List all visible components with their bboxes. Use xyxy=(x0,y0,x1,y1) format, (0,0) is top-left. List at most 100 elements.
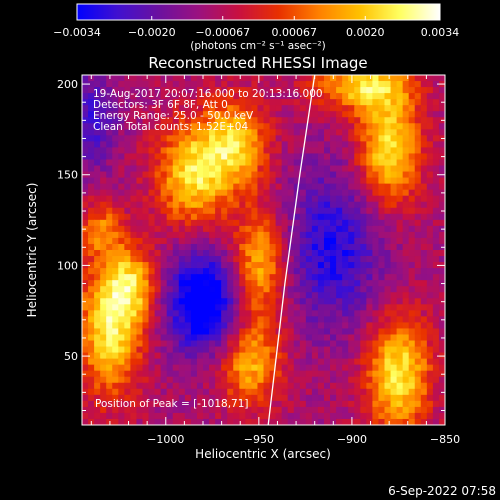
heatmap-cell xyxy=(438,75,445,82)
heatmap-cell xyxy=(420,195,428,203)
heatmap-cell xyxy=(342,406,349,414)
heatmap-cell xyxy=(178,268,186,275)
heatmap-cell xyxy=(366,334,373,342)
heatmap-cell xyxy=(396,298,404,305)
heatmap-cell xyxy=(196,400,204,408)
heatmap-cell xyxy=(408,213,416,221)
heatmap-cell xyxy=(166,81,174,88)
heatmap-cell xyxy=(190,111,198,118)
heatmap-cell xyxy=(342,75,349,82)
heatmap-cell xyxy=(209,177,216,185)
heatmap-cell xyxy=(178,135,186,142)
heatmap-cell xyxy=(130,304,138,311)
heatmap-cell xyxy=(336,358,343,366)
heatmap-cell xyxy=(251,189,259,197)
heatmap-cell xyxy=(281,400,289,408)
heatmap-cell xyxy=(215,93,222,100)
heatmap-cell xyxy=(118,99,125,106)
heatmap-cell xyxy=(227,412,234,420)
heatmap-cell xyxy=(366,213,373,221)
heatmap-cell xyxy=(178,117,186,124)
heatmap-cell xyxy=(420,81,428,88)
heatmap-cell xyxy=(317,105,325,112)
heatmap-cell xyxy=(172,406,180,414)
heatmap-cell xyxy=(366,189,373,197)
heatmap-cell xyxy=(148,406,156,414)
heatmap-cell xyxy=(426,298,434,305)
heatmap-cell xyxy=(324,322,331,330)
heatmap-cell xyxy=(305,219,313,227)
heatmap-cell xyxy=(106,177,113,185)
heatmap-cell xyxy=(360,340,367,348)
heatmap-cell xyxy=(299,111,307,118)
heatmap-cell xyxy=(257,165,265,173)
heatmap-cell xyxy=(239,81,246,88)
heatmap-cell xyxy=(269,243,277,251)
heatmap-cell xyxy=(299,237,307,245)
heatmap-cell xyxy=(311,201,319,209)
heatmap-cell xyxy=(239,352,246,360)
heatmap-cell xyxy=(372,406,380,414)
heatmap-cell xyxy=(342,286,349,293)
heatmap-cell xyxy=(426,225,434,233)
heatmap-cell xyxy=(275,81,283,88)
heatmap-cell xyxy=(215,382,222,390)
heatmap-cell xyxy=(94,201,101,209)
heatmap-cell xyxy=(142,334,150,342)
heatmap-cell xyxy=(148,352,156,360)
heatmap-cell xyxy=(100,213,107,221)
heatmap-cell xyxy=(160,81,168,88)
heatmap-cell xyxy=(336,123,343,130)
heatmap-cell xyxy=(426,111,434,118)
heatmap-cell xyxy=(100,394,107,402)
heatmap-cell xyxy=(154,412,162,420)
heatmap-cell xyxy=(251,298,259,305)
heatmap-cell xyxy=(88,93,95,100)
heatmap-cell xyxy=(281,201,289,209)
heatmap-cell xyxy=(360,195,367,203)
heatmap-cell xyxy=(221,105,228,112)
heatmap-cell xyxy=(402,346,410,354)
heatmap-cell xyxy=(148,268,156,275)
heatmap-cell xyxy=(414,310,422,317)
heatmap-cell xyxy=(94,153,101,161)
heatmap-cell xyxy=(263,147,271,155)
heatmap-cell xyxy=(239,225,246,233)
heatmap-cell xyxy=(438,394,445,402)
heatmap-cell xyxy=(311,346,319,354)
heatmap-cell xyxy=(257,304,265,311)
colorbar-ticks: −0.0034 −0.0020 −0.00067 0.00067 0.0020 0.003… xyxy=(53,16,459,39)
heatmap-cell xyxy=(305,286,313,293)
heatmap-cell xyxy=(106,81,113,88)
heatmap-cell xyxy=(184,376,192,384)
heatmap-cell xyxy=(124,231,131,239)
heatmap-cell xyxy=(390,250,398,257)
heatmap-cell xyxy=(432,352,440,360)
heatmap-cell xyxy=(124,153,131,161)
heatmap-cell xyxy=(172,159,180,167)
heatmap-cell xyxy=(154,370,162,378)
heatmap-cell xyxy=(263,400,271,408)
heatmap-cell xyxy=(233,159,240,167)
heatmap-cell xyxy=(184,400,192,408)
heatmap-cell xyxy=(148,370,156,378)
heatmap-cell xyxy=(160,262,168,269)
heatmap-cell xyxy=(348,322,355,330)
heatmap-cell xyxy=(245,322,252,330)
heatmap-cell xyxy=(366,298,373,305)
heatmap-cell xyxy=(317,340,325,348)
heatmap-cell xyxy=(402,388,410,396)
heatmap-cell xyxy=(118,412,125,420)
heatmap-cell xyxy=(154,147,162,155)
heatmap-cell xyxy=(281,135,289,142)
heatmap-cell xyxy=(378,105,386,112)
heatmap-cell xyxy=(420,183,428,191)
heatmap-cell xyxy=(336,99,343,106)
heatmap-cell xyxy=(336,316,343,324)
heatmap-cell xyxy=(263,153,271,161)
heatmap-cell xyxy=(82,195,89,203)
heatmap-cell xyxy=(112,129,119,136)
heatmap-cell xyxy=(420,376,428,384)
heatmap-cell xyxy=(360,304,367,311)
heatmap-cell xyxy=(293,75,301,82)
